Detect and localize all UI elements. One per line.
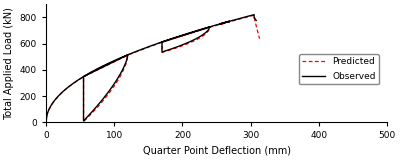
Observed xyxy=(254,20,258,22)
Predicted xyxy=(94,70,99,72)
Observed xyxy=(235,18,240,20)
Line: Predicted: Predicted xyxy=(46,15,260,122)
Legend: Predicted, Observed: Predicted, Observed xyxy=(299,54,379,84)
Predicted xyxy=(195,30,200,32)
Predicted xyxy=(198,29,202,31)
X-axis label: Quarter Point Deflection (mm): Quarter Point Deflection (mm) xyxy=(143,146,291,156)
Observed xyxy=(161,41,166,43)
Predicted xyxy=(130,52,134,54)
Observed xyxy=(180,35,185,36)
Predicted xyxy=(170,48,174,50)
Line: Observed: Observed xyxy=(46,15,256,122)
Observed xyxy=(91,70,96,72)
Predicted xyxy=(252,14,256,16)
Observed xyxy=(210,25,215,27)
Predicted xyxy=(257,38,262,40)
Predicted xyxy=(44,121,48,123)
Observed xyxy=(252,14,256,16)
Predicted xyxy=(93,69,98,71)
Observed xyxy=(44,121,48,123)
Y-axis label: Total Applied Load (kN): Total Applied Load (kN) xyxy=(4,7,14,120)
Observed xyxy=(199,28,204,30)
